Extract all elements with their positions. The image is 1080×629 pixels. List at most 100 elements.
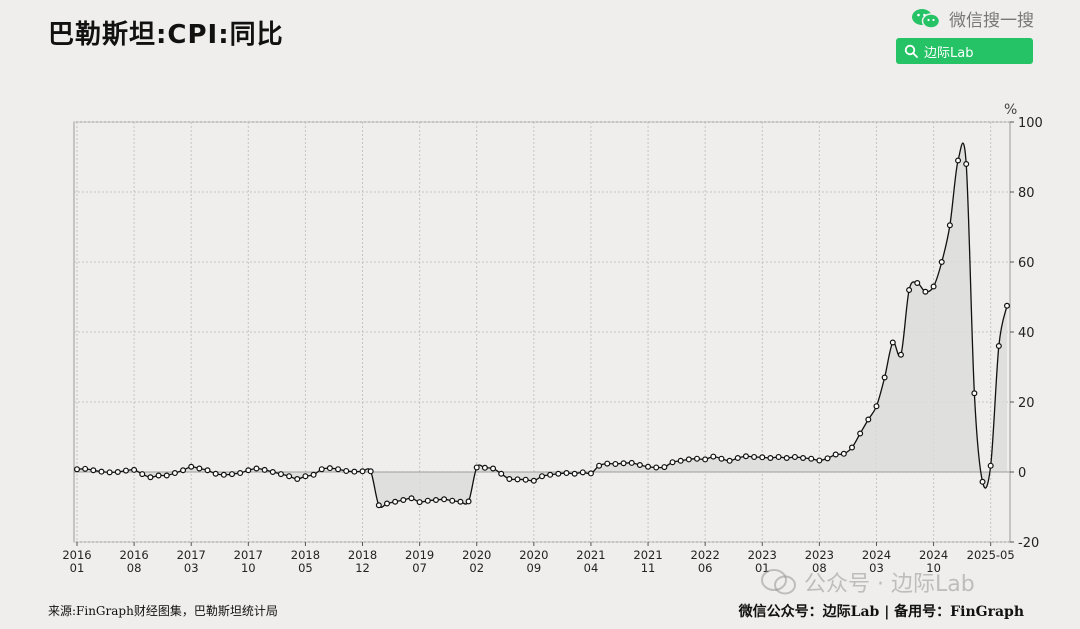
x-tick-label-month: 09	[527, 561, 542, 575]
data-point	[538, 473, 545, 480]
data-point	[196, 465, 203, 472]
data-point	[824, 455, 831, 462]
data-point	[979, 478, 986, 485]
x-tick-label-year: 2019	[405, 548, 434, 562]
x-tick-label-year: 2023	[805, 548, 834, 562]
source-note: 来源:FinGraph财经图集，巴勒斯坦统计局	[48, 604, 278, 618]
data-point	[522, 476, 529, 483]
data-point	[424, 497, 431, 504]
data-point	[848, 444, 855, 451]
data-point	[294, 476, 301, 483]
x-tick-label-year: 2024	[919, 548, 948, 562]
data-point	[261, 466, 268, 473]
data-point	[612, 460, 619, 467]
data-point	[685, 456, 692, 463]
data-point	[432, 497, 439, 504]
x-tick-label-month: 08	[812, 561, 827, 575]
search-button[interactable]: 边际Lab	[896, 38, 1033, 64]
x-tick-label-month: 03	[869, 561, 884, 575]
data-point	[506, 476, 513, 483]
page-title: 巴勒斯坦:CPI:同比	[48, 20, 284, 50]
y-tick-label: 60	[1018, 256, 1035, 271]
data-point	[147, 474, 154, 481]
data-point	[579, 469, 586, 476]
data-point	[318, 466, 325, 473]
data-point	[122, 467, 129, 474]
data-point	[180, 467, 187, 474]
data-point	[555, 470, 562, 477]
wechat-search-brand: 微信搜一搜	[911, 6, 1034, 31]
data-point	[114, 469, 121, 476]
data-point	[400, 497, 407, 504]
x-tick-label-year: 2018	[291, 548, 320, 562]
data-point	[163, 472, 170, 479]
data-point	[636, 462, 643, 469]
data-point	[897, 351, 904, 358]
data-point	[106, 469, 113, 476]
data-point	[229, 471, 236, 478]
x-tick-label-month: 05	[298, 561, 313, 575]
x-tick-label-month: 10	[241, 561, 256, 575]
data-point	[326, 465, 333, 472]
data-point	[98, 468, 105, 475]
data-point	[302, 473, 309, 480]
data-point	[481, 464, 488, 471]
data-point	[245, 467, 252, 474]
data-point	[571, 470, 578, 477]
search-text: 边际Lab	[924, 45, 974, 61]
x-tick-label-year: 2024	[862, 548, 891, 562]
y-tick-label: 20	[1018, 396, 1035, 411]
data-point	[498, 470, 505, 477]
data-point	[408, 495, 415, 502]
data-point	[465, 498, 472, 505]
x-tick-label-month: 02	[469, 561, 484, 575]
x-tick-label-year: 2022	[691, 548, 720, 562]
footer-credit: 微信公众号：边际Lab | 备用号：FinGraph	[738, 604, 1024, 620]
data-point	[212, 470, 219, 477]
data-point	[930, 283, 937, 290]
data-point	[987, 462, 994, 469]
data-point	[881, 374, 888, 381]
data-point	[734, 455, 741, 462]
data-point	[449, 497, 456, 504]
data-point	[131, 466, 138, 473]
data-point	[188, 463, 195, 470]
data-point	[889, 339, 896, 346]
watermark: 公众号 · 边际Lab	[760, 566, 975, 598]
data-point	[514, 476, 521, 483]
data-point	[604, 460, 611, 467]
data-point	[783, 455, 790, 462]
data-point	[669, 459, 676, 466]
data-point	[693, 455, 700, 462]
data-point	[82, 465, 89, 472]
data-point	[367, 468, 374, 475]
data-point	[171, 470, 178, 477]
data-point	[661, 464, 668, 471]
y-tick-label: 100	[1018, 116, 1043, 131]
data-point	[335, 466, 342, 473]
data-point	[628, 459, 635, 466]
data-point	[587, 470, 594, 477]
data-point	[269, 469, 276, 476]
data-point	[351, 468, 358, 475]
data-point	[441, 496, 448, 503]
data-point	[873, 403, 880, 410]
data-point	[155, 472, 162, 479]
data-point	[767, 455, 774, 462]
x-tick-label-year: 2017	[234, 548, 263, 562]
data-point	[677, 457, 684, 464]
data-point	[946, 222, 953, 229]
data-point	[759, 454, 766, 461]
x-tick-label-year: 2018	[348, 548, 377, 562]
x-tick-label-month: 04	[584, 561, 599, 575]
search-icon	[904, 44, 918, 58]
data-point	[457, 498, 464, 505]
y-unit-label: %	[1004, 102, 1017, 118]
data-point	[620, 460, 627, 467]
data-point	[702, 456, 709, 463]
wechat-watermark-icon	[761, 569, 796, 595]
data-point	[392, 498, 399, 505]
data-point	[220, 471, 227, 478]
x-tick-label-year: 2016	[62, 548, 91, 562]
